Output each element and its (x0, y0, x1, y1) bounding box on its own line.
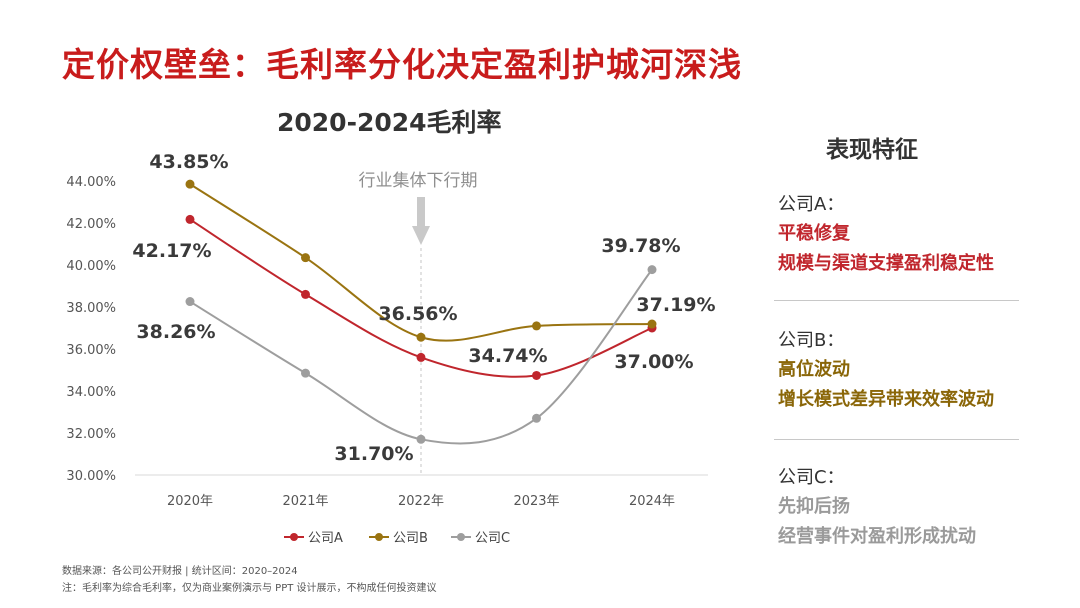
data-point (185, 297, 195, 307)
company-a-desc: 规模与渠道支撑盈利稳定性 (778, 253, 994, 274)
y-tick-label: 44.00% (66, 175, 116, 190)
data-point (301, 368, 310, 378)
data-label: 34.74% (468, 345, 547, 367)
company-c-name: 公司C： (778, 467, 845, 488)
company-b-block: 公司B： 高位波动 增长模式差异带来效率波动 (778, 326, 994, 415)
legend-marker (375, 533, 383, 541)
y-tick-label: 32.00% (66, 427, 116, 442)
legend-label-company-b: 公司B (393, 531, 428, 546)
data-label: 39.78% (601, 235, 680, 257)
y-tick-label: 40.00% (66, 259, 116, 274)
x-tick-label: 2024年 (629, 494, 675, 509)
legend-label-company-a: 公司A (308, 531, 343, 546)
page-title: 定价权壁垒：毛利率分化决定盈利护城河深浅 (62, 45, 742, 84)
data-point (532, 321, 541, 331)
data-label: 43.85% (149, 151, 228, 173)
data-point (532, 370, 541, 380)
legend-marker (290, 533, 298, 541)
data-point (416, 332, 426, 342)
data-point (532, 413, 541, 423)
data-point (301, 289, 310, 299)
footnote-source: 数据来源：各公司公开财报 | 统计区间：2020–2024 (62, 566, 298, 577)
y-tick-label: 30.00% (66, 469, 116, 484)
company-c-desc: 经营事件对盈利形成扰动 (778, 526, 976, 547)
chart-title: 2020-2024毛利率 (277, 108, 502, 137)
annotation-label: 行业集体下行期 (359, 171, 478, 191)
y-tick-label: 34.00% (66, 385, 116, 400)
data-label: 42.17% (132, 240, 211, 262)
data-label: 37.00% (614, 351, 693, 373)
data-label: 31.70% (334, 443, 413, 465)
company-a-name: 公司A： (778, 194, 845, 215)
legend-marker (457, 533, 465, 541)
divider (774, 300, 1019, 301)
x-tick-label: 2023年 (513, 494, 559, 509)
divider (774, 439, 1019, 440)
data-point (647, 319, 657, 329)
panel-title: 表现特征 (826, 137, 918, 163)
annotation-arrow-icon (412, 197, 430, 245)
x-tick-label: 2020年 (167, 494, 213, 509)
data-point (416, 352, 426, 362)
y-tick-label: 42.00% (66, 217, 116, 232)
data-point (647, 265, 657, 275)
company-a-trait: 平稳修复 (778, 223, 850, 244)
data-point (185, 179, 195, 189)
company-b-desc: 增长模式差异带来效率波动 (778, 389, 994, 410)
footnote-note: 注：毛利率为综合毛利率，仅为商业案例演示与 PPT 设计展示，不构成任何投资建议 (62, 583, 437, 594)
company-a-block: 公司A： 平稳修复 规模与渠道支撑盈利稳定性 (778, 190, 994, 279)
company-b-name: 公司B： (778, 330, 845, 351)
y-tick-label: 38.00% (66, 301, 116, 316)
data-point (416, 434, 426, 444)
data-point (301, 253, 310, 263)
data-point (185, 214, 195, 224)
company-b-trait: 高位波动 (778, 359, 850, 380)
data-label: 37.19% (636, 294, 715, 316)
data-label: 38.26% (136, 321, 215, 343)
data-label: 36.56% (378, 303, 457, 325)
company-c-block: 公司C： 先抑后扬 经营事件对盈利形成扰动 (778, 463, 976, 552)
x-tick-label: 2021年 (282, 494, 328, 509)
company-c-trait: 先抑后扬 (778, 496, 850, 517)
x-tick-label: 2022年 (398, 494, 444, 509)
legend-label-company-c: 公司C (475, 531, 510, 546)
y-tick-label: 36.00% (66, 343, 116, 358)
